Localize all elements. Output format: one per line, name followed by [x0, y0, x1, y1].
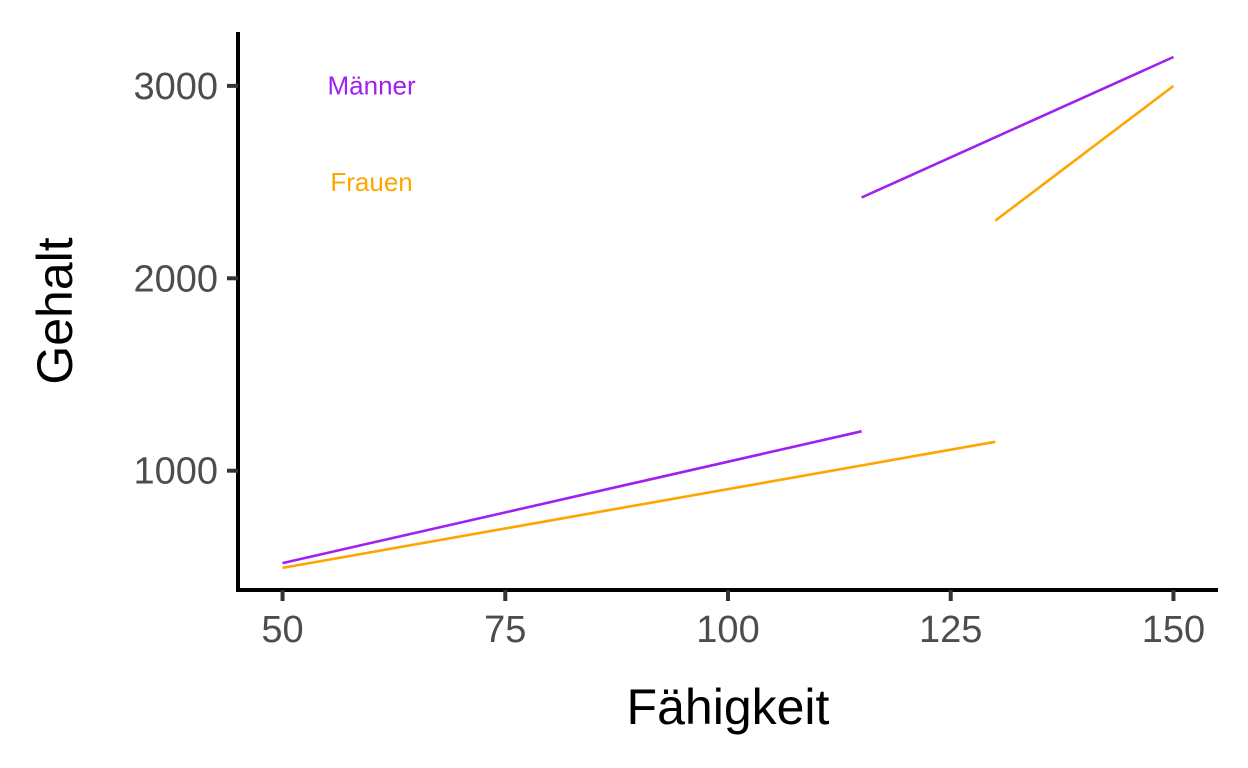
x-axis-title: Fähigkeit [627, 679, 830, 735]
x-tick-label: 150 [1142, 609, 1205, 651]
series-line-frauen-3 [994, 84, 1175, 222]
annotation-label-0: Männer [328, 71, 416, 101]
x-tick-label: 75 [484, 609, 526, 651]
x-tick-label: 50 [261, 609, 303, 651]
annotations: Männer Frauen [328, 71, 416, 197]
series-line-maenner-1 [861, 55, 1175, 199]
series-line-frauen-2 [282, 440, 996, 570]
x-tick-label: 125 [919, 609, 982, 651]
y-tick-label: 3000 [133, 66, 218, 108]
plot-area [282, 55, 1175, 570]
y-tick-label: 2000 [133, 258, 218, 300]
y-tick-label: 1000 [133, 451, 218, 493]
x-axis: 50 75 100 125 150 [236, 588, 1218, 651]
x-tick-label: 100 [696, 609, 759, 651]
annotation-label-1: Frauen [330, 167, 412, 197]
series-line-maenner-0 [282, 430, 862, 565]
y-axis-title: Gehalt [27, 237, 83, 384]
y-axis: 1000 2000 3000 [133, 32, 240, 592]
